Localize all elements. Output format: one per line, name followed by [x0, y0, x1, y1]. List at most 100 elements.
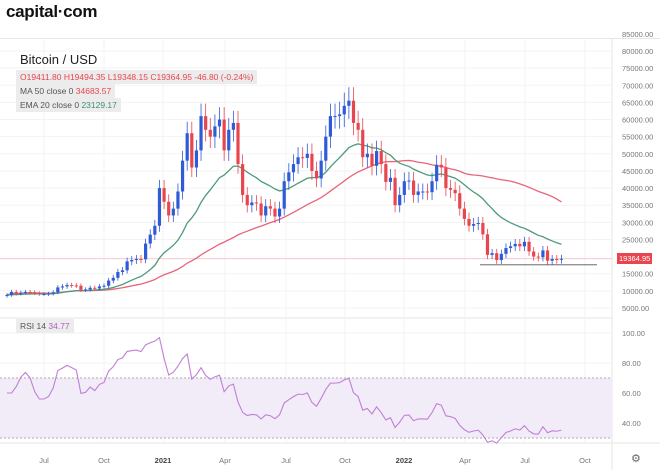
candle-body: [305, 153, 309, 158]
candle-body: [481, 223, 485, 235]
candle-body: [444, 167, 448, 189]
y-tick-label: 45000.00: [622, 167, 653, 176]
candle-body: [319, 160, 323, 179]
candle-body: [324, 136, 328, 161]
candle-body: [342, 105, 346, 115]
candle-body: [273, 208, 277, 217]
candle-body: [310, 153, 314, 171]
y-tick-label: 70000.00: [622, 81, 653, 90]
candle-body: [495, 253, 499, 261]
candle-body: [462, 208, 466, 219]
candle-body: [282, 181, 286, 209]
y-tick-label: 85000.00: [622, 30, 653, 39]
candle-body: [499, 253, 503, 261]
x-tick-label: Apr: [459, 456, 471, 465]
candle-body: [148, 234, 152, 244]
x-tick-label: Jul: [281, 456, 291, 465]
candle-body: [296, 157, 300, 165]
candle-body: [227, 129, 231, 151]
y-tick-label: 30000.00: [622, 218, 653, 227]
rsi-tick-label: 100.00: [622, 329, 645, 338]
candle-body: [65, 285, 69, 287]
candle-body: [314, 170, 319, 179]
candle-body: [518, 243, 522, 247]
ema20-label: EMA 20 close 0: [20, 100, 80, 110]
candle-body: [83, 289, 88, 291]
candle-body: [144, 243, 148, 260]
candle-body: [472, 224, 476, 226]
y-tick-label: 50000.00: [622, 150, 653, 159]
candle-body: [60, 286, 65, 288]
x-tick-label: Jul: [520, 456, 530, 465]
candle-body: [204, 116, 208, 130]
candle-body: [157, 188, 162, 226]
candle-body: [107, 280, 111, 286]
candle-body: [490, 253, 494, 255]
candle-body: [416, 191, 420, 195]
candle-body: [504, 248, 508, 254]
change-value: -46.80 (-0.24%): [194, 72, 254, 82]
rsi-tick-label: 40.00: [622, 419, 641, 428]
close-value: C19364.95: [150, 72, 192, 82]
candle-body: [370, 153, 374, 166]
candle-body: [402, 181, 406, 195]
y-tick-label: 55000.00: [622, 133, 653, 142]
candle-body: [301, 157, 305, 159]
open-value: O19411.80: [20, 72, 62, 82]
candle-body: [241, 164, 245, 195]
candle-body: [139, 258, 143, 260]
candle-body: [185, 133, 189, 161]
x-tick-label: Apr: [219, 456, 231, 465]
rsi-value: 34.77: [48, 321, 70, 331]
candle-body: [407, 180, 411, 182]
settings-gear-icon[interactable]: ⚙: [631, 453, 641, 465]
ma50-legend[interactable]: MA 50 close 0 34683.57: [16, 84, 116, 98]
candle-body: [153, 225, 157, 235]
y-tick-label: 40000.00: [622, 184, 653, 193]
candle-body: [439, 164, 443, 168]
rsi-band: [0, 378, 612, 438]
candle-body: [217, 119, 222, 127]
x-tick-label: Jul: [39, 456, 49, 465]
candle-body: [264, 206, 268, 216]
rsi-line: [7, 336, 562, 444]
ema20-legend[interactable]: EMA 20 close 0 23129.17: [16, 98, 121, 112]
candle-body: [14, 291, 18, 294]
candle-body: [231, 122, 235, 130]
candle-body: [208, 129, 212, 137]
candle-body: [536, 256, 540, 258]
candle-body: [435, 164, 439, 182]
candle-body: [74, 285, 78, 287]
ma50-value: 34683.57: [75, 86, 112, 96]
y-tick-label: 65000.00: [622, 98, 653, 107]
candle-body: [176, 191, 180, 209]
candle-body: [291, 164, 296, 173]
high-value: H19494.35: [63, 72, 106, 82]
low-value: L19348.15: [107, 72, 148, 82]
rsi-tick-label: 80.00: [622, 359, 641, 368]
candle-body: [42, 293, 46, 295]
y-tick-label: 10000.00: [622, 287, 653, 296]
candle-body: [555, 258, 559, 260]
rsi-legend[interactable]: RSI 14 34.77: [16, 319, 74, 333]
x-tick-label: Oct: [579, 456, 592, 465]
candle-body: [116, 272, 120, 278]
candle-body: [250, 202, 254, 206]
candle-body: [411, 180, 416, 195]
candle-body: [236, 122, 240, 165]
candle-body: [365, 153, 369, 158]
candle-body: [425, 191, 430, 193]
y-tick-label: 25000.00: [622, 235, 653, 244]
capital-com-logo[interactable]: capital·com: [6, 2, 98, 21]
x-tick-label: 2021: [155, 456, 172, 465]
candle-body: [379, 151, 383, 165]
candle-body: [388, 177, 393, 182]
candle-body: [10, 291, 14, 295]
candle-body: [287, 172, 291, 182]
candle-body: [213, 126, 217, 137]
candle-body: [245, 194, 249, 206]
candle-body: [453, 189, 457, 194]
candle-body: [559, 258, 563, 260]
candle-body: [268, 206, 272, 209]
